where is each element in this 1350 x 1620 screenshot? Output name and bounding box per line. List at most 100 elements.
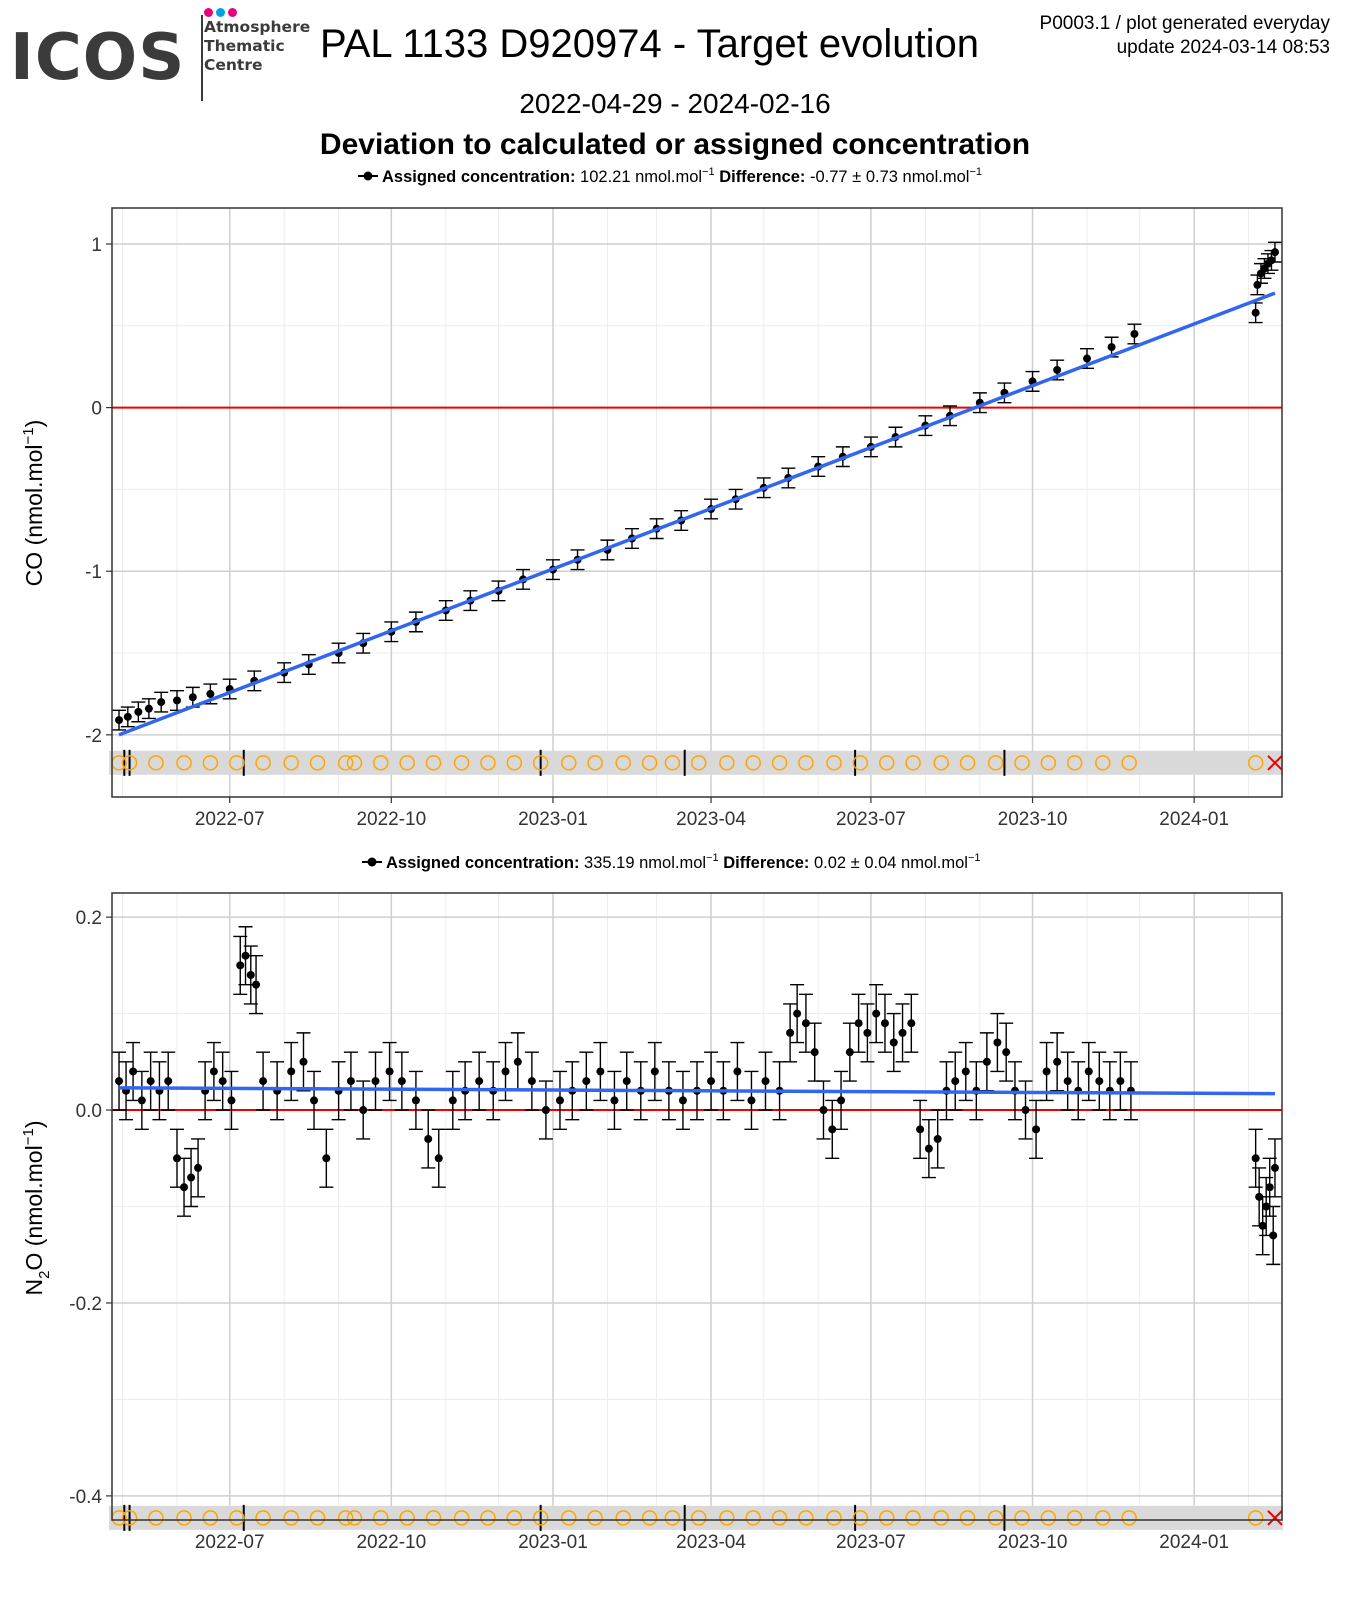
status-marker bbox=[959, 755, 976, 771]
data-point bbox=[951, 1077, 960, 1086]
data-point bbox=[541, 1106, 550, 1115]
status-marker bbox=[399, 1510, 415, 1526]
legend-diff-label: Difference: bbox=[719, 168, 805, 186]
status-marker bbox=[905, 755, 921, 771]
data-point bbox=[137, 1096, 146, 1105]
x-tick-label: 2023-07 bbox=[836, 809, 906, 830]
data-point bbox=[845, 1048, 854, 1057]
legend-diff-label: Difference: bbox=[723, 854, 809, 872]
legend-assigned-label: Assigned concentration: bbox=[386, 854, 579, 872]
y-axis-label: CO (nmol.mol−1) bbox=[20, 420, 47, 587]
status-marker bbox=[561, 755, 577, 771]
y-axis-label-mid: O (nmol.mol bbox=[21, 1145, 47, 1270]
data-point bbox=[359, 1106, 368, 1115]
status-marker bbox=[798, 755, 814, 771]
legend-sup: −1 bbox=[969, 166, 982, 178]
logo-dots-icon bbox=[204, 4, 240, 22]
x-tick-label: 2022-07 bbox=[195, 809, 265, 830]
status-marker bbox=[506, 1510, 523, 1526]
status-marker bbox=[664, 1510, 681, 1526]
status-marker bbox=[255, 1510, 271, 1526]
logo-wordmark: ICOS bbox=[10, 21, 186, 95]
data-point bbox=[513, 1057, 522, 1066]
y-axis-label-sup: −1 bbox=[20, 1128, 37, 1145]
x-tick-label: 2024-01 bbox=[1159, 809, 1229, 830]
legend-sup: −1 bbox=[706, 852, 719, 864]
data-point bbox=[236, 961, 245, 970]
data-point bbox=[898, 1028, 907, 1037]
status-marker bbox=[337, 755, 354, 771]
legend-diff-value: -0.77 ± 0.73 nmol.mol bbox=[810, 168, 969, 186]
logo-dot bbox=[204, 8, 213, 17]
y-tick-label: 0 bbox=[91, 399, 102, 420]
y-axis-label: N2O (nmol.mol−1) bbox=[20, 1121, 53, 1296]
data-point bbox=[828, 1125, 837, 1134]
y-axis-label-end: ) bbox=[21, 1121, 47, 1129]
legend-sup: −1 bbox=[702, 166, 715, 178]
data-point bbox=[164, 1077, 173, 1086]
status-marker bbox=[480, 1510, 496, 1526]
data-point bbox=[993, 1038, 1002, 1047]
status-marker bbox=[691, 1510, 707, 1526]
panel-border bbox=[111, 207, 1283, 798]
data-point bbox=[610, 1096, 619, 1105]
data-point bbox=[872, 1009, 881, 1018]
legend-assigned-value: 335.19 nmol.mol bbox=[584, 854, 706, 872]
data-point bbox=[786, 1028, 795, 1037]
status-marker bbox=[1066, 1510, 1083, 1526]
status-marker bbox=[719, 755, 735, 771]
data-point bbox=[622, 1077, 631, 1086]
status-marker bbox=[283, 1510, 299, 1526]
data-point bbox=[218, 1077, 227, 1086]
plot-meta: P0003.1 / plot generated everyday update… bbox=[1040, 12, 1330, 60]
data-point bbox=[194, 1163, 203, 1172]
data-point bbox=[252, 980, 261, 989]
y-tick-label: -0.2 bbox=[69, 1294, 102, 1315]
status-marker bbox=[1247, 1510, 1264, 1526]
data-point bbox=[129, 1067, 138, 1076]
status-marker bbox=[1014, 1510, 1030, 1526]
data-point bbox=[889, 1038, 898, 1047]
status-marker bbox=[532, 1510, 549, 1526]
data-point bbox=[173, 1154, 181, 1163]
data-point bbox=[1083, 354, 1091, 363]
data-point bbox=[1269, 1231, 1278, 1240]
status-marker bbox=[959, 1510, 976, 1526]
data-point bbox=[322, 1154, 331, 1163]
status-marker bbox=[615, 755, 631, 771]
data-point bbox=[123, 712, 132, 721]
data-point bbox=[907, 1019, 916, 1028]
status-marker bbox=[1121, 1510, 1137, 1526]
data-point bbox=[144, 704, 153, 713]
status-marker bbox=[373, 755, 389, 771]
status-marker bbox=[1040, 1510, 1057, 1526]
x-tick-label: 2023-04 bbox=[676, 1532, 746, 1553]
status-band bbox=[109, 1505, 1283, 1530]
data-point bbox=[397, 1077, 406, 1086]
legend-text: Assigned concentration: 102.21 nmol.mol−… bbox=[382, 166, 982, 186]
x-tick-label: 2023-01 bbox=[518, 1532, 588, 1553]
data-point bbox=[801, 1019, 810, 1028]
flag-marker bbox=[1267, 755, 1283, 771]
status-marker bbox=[691, 755, 707, 771]
trend-line bbox=[119, 1086, 1275, 1096]
legend-sup: −1 bbox=[968, 852, 981, 864]
status-marker bbox=[425, 755, 442, 771]
data-point bbox=[1095, 1077, 1104, 1086]
status-marker bbox=[283, 755, 299, 771]
status-marker bbox=[745, 1510, 761, 1526]
logo-separator bbox=[201, 15, 204, 101]
data-point bbox=[924, 1144, 933, 1153]
data-point bbox=[582, 1077, 591, 1086]
legend: Assigned concentration: 335.19 nmol.mol−… bbox=[362, 852, 981, 872]
data-point bbox=[115, 716, 124, 725]
status-marker bbox=[1040, 755, 1057, 771]
chart-panel-2: 2022-07 2022-10 2023-01 2023-04 2023-07 2023-… bbox=[20, 852, 1283, 1553]
data-point bbox=[1053, 1057, 1062, 1066]
data-point bbox=[733, 1067, 742, 1076]
y-axis-label-sup: −1 bbox=[20, 427, 37, 444]
trend-line bbox=[118, 291, 1276, 737]
status-marker bbox=[425, 1510, 442, 1526]
data-point bbox=[555, 1096, 564, 1105]
data-point bbox=[310, 1096, 319, 1105]
